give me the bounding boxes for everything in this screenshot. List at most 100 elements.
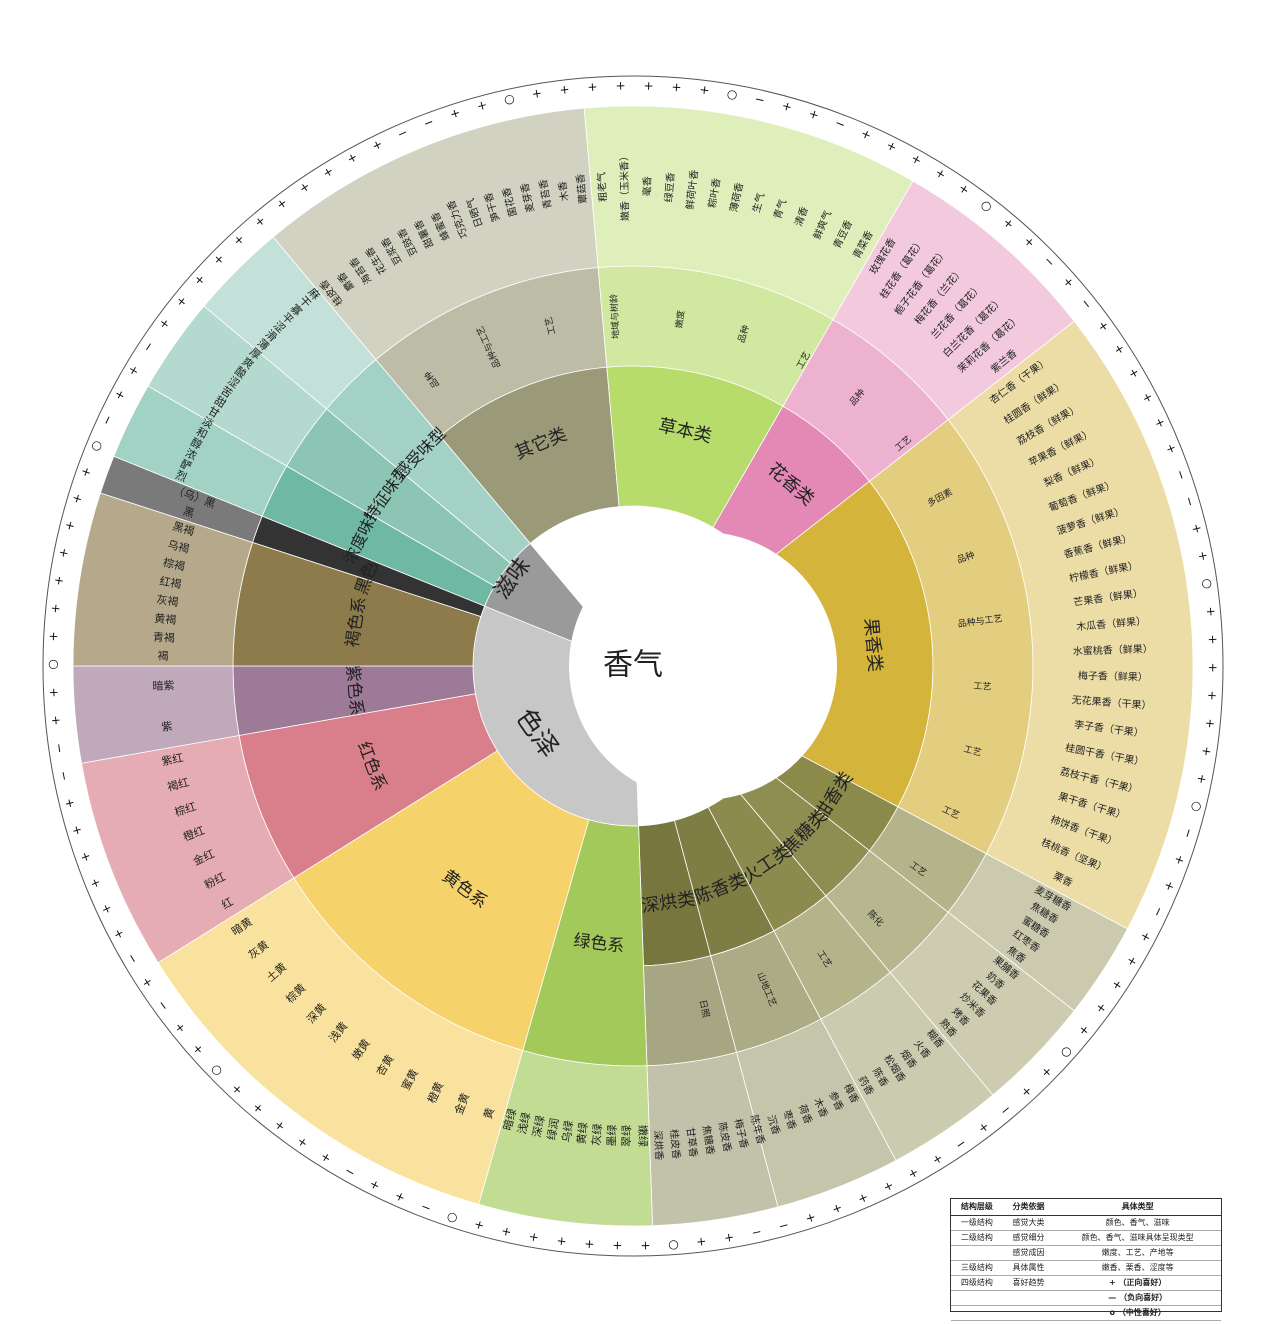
legend-cell: 嫩香、栗香、涩度等: [1054, 1260, 1221, 1276]
trend-mark: +: [1195, 550, 1211, 563]
trend-mark: −: [1173, 468, 1190, 482]
trend-mark: ○: [445, 1208, 459, 1225]
legend-header-basis: 分类依据: [1002, 1199, 1055, 1216]
trend-mark: +: [500, 1224, 513, 1240]
center-label: 香气: [603, 648, 663, 683]
trend-mark: −: [342, 1163, 358, 1180]
center-hole: [569, 532, 837, 800]
trend-mark: +: [49, 715, 64, 726]
legend-cell: 嫩度、工艺、产地等: [1054, 1245, 1221, 1261]
trend-mark: +: [1205, 663, 1219, 673]
trend-mark: −: [777, 1217, 790, 1233]
trend-mark: +: [1189, 522, 1205, 535]
trend-mark: +: [1075, 1022, 1092, 1039]
color-descriptor: 红褐: [158, 574, 182, 592]
aroma-descriptor: 深烘香: [651, 1130, 665, 1161]
trend-mark: −: [1078, 295, 1095, 312]
trend-mark: +: [905, 1165, 921, 1182]
trend-mark: +: [909, 151, 925, 168]
color-descriptor: 棕褐: [162, 555, 186, 573]
trend-mark: +: [370, 136, 385, 153]
aroma-descriptor: 水蜜桃香（鲜果）: [1073, 642, 1153, 658]
trend-mark: +: [191, 271, 208, 288]
trend-mark: +: [1123, 953, 1140, 969]
legend-cell: [951, 1305, 1003, 1321]
trend-mark: +: [294, 1133, 310, 1150]
color-descriptor: 褐: [157, 649, 168, 663]
trend-mark: −: [833, 115, 847, 132]
trend-mark: ○: [1187, 799, 1203, 813]
trend-mark: +: [933, 165, 949, 182]
trend-mark: +: [62, 797, 78, 810]
trend-mark: +: [125, 362, 142, 378]
trend-mark: +: [62, 519, 78, 532]
trend-mark: +: [587, 80, 598, 95]
legend-cell: [951, 1290, 1003, 1306]
trend-mark: ○: [1200, 577, 1215, 589]
trend-mark: +: [173, 293, 190, 310]
trend-mark: +: [807, 106, 821, 122]
trend-mark: +: [1111, 341, 1128, 357]
trend-mark: +: [210, 251, 227, 268]
trend-mark: +: [1137, 929, 1154, 944]
trend-mark: ○: [503, 91, 516, 107]
legend-cell: [951, 1245, 1003, 1261]
trend-mark: ○: [209, 1061, 226, 1078]
trend-mark: +: [1203, 606, 1218, 617]
trend-mark: −: [124, 951, 141, 967]
color-descriptor: 深绿: [529, 1114, 547, 1138]
trend-mark: −: [750, 1224, 763, 1240]
color-descriptor: 黑: [181, 505, 196, 521]
trend-mark: +: [556, 1234, 568, 1249]
trend-mark: +: [46, 631, 60, 642]
legend-cell: 颜色、香气、滋味具体呈现类型: [1054, 1230, 1221, 1246]
legend-cell: 颜色、香气、滋味: [1054, 1215, 1221, 1231]
trend-mark: +: [190, 1041, 207, 1058]
trend-mark: +: [475, 97, 488, 113]
trend-mark: +: [448, 105, 462, 121]
aroma-level3-label: 工艺: [962, 744, 982, 759]
color-descriptor: 墨绿: [604, 1124, 619, 1147]
trend-mark: +: [584, 1237, 595, 1252]
aroma-descriptor: 嫩香（玉米香）: [617, 151, 631, 221]
trend-mark: +: [1000, 215, 1017, 232]
trend-mark: +: [1108, 977, 1125, 993]
trend-mark: +: [69, 492, 85, 506]
trend-mark: +: [531, 86, 543, 101]
legend-cell: [1002, 1290, 1055, 1306]
color-descriptor: 灰褐: [156, 592, 180, 609]
trend-mark: −: [421, 114, 435, 131]
trend-mark: +: [56, 547, 72, 560]
trend-mark: +: [250, 1099, 267, 1116]
aroma-descriptor: 粗老气: [594, 172, 609, 203]
taste-descriptor: 和: [194, 425, 210, 442]
color-descriptor: 褐红: [166, 775, 191, 794]
trend-mark: +: [804, 1209, 818, 1225]
trend-mark: ○: [726, 86, 739, 102]
trend-mark: +: [643, 79, 653, 93]
trend-mark: +: [975, 1119, 991, 1136]
color-descriptor: 黄绿: [574, 1122, 590, 1145]
legend-cell: 二级结构: [951, 1230, 1003, 1246]
trend-mark: +: [156, 315, 173, 331]
aroma-descriptor-band: [947, 320, 1194, 930]
color-descriptor: 灰绿: [589, 1123, 605, 1146]
aroma-descriptor: 蕈菇香: [573, 173, 589, 204]
trend-mark: +: [1060, 274, 1077, 291]
trend-mark: +: [559, 82, 571, 97]
trend-mark: −: [953, 1135, 969, 1152]
trend-mark: ○: [45, 659, 59, 670]
trend-mark: +: [1126, 365, 1143, 381]
color-descriptor: 紫红: [160, 751, 184, 768]
trend-mark: +: [1021, 233, 1038, 250]
aroma-descriptor: 梅子香（鲜果）: [1078, 669, 1148, 684]
trend-mark: +: [1171, 853, 1188, 867]
aroma-descriptor: 毫香: [640, 176, 654, 196]
trend-mark: +: [296, 179, 312, 196]
trend-mark: +: [252, 213, 269, 230]
trend-mark: +: [612, 1238, 622, 1252]
legend-cell: 感觉细分: [1002, 1230, 1055, 1246]
trend-mark: +: [47, 687, 61, 698]
taste-descriptor: 烈: [174, 467, 190, 484]
